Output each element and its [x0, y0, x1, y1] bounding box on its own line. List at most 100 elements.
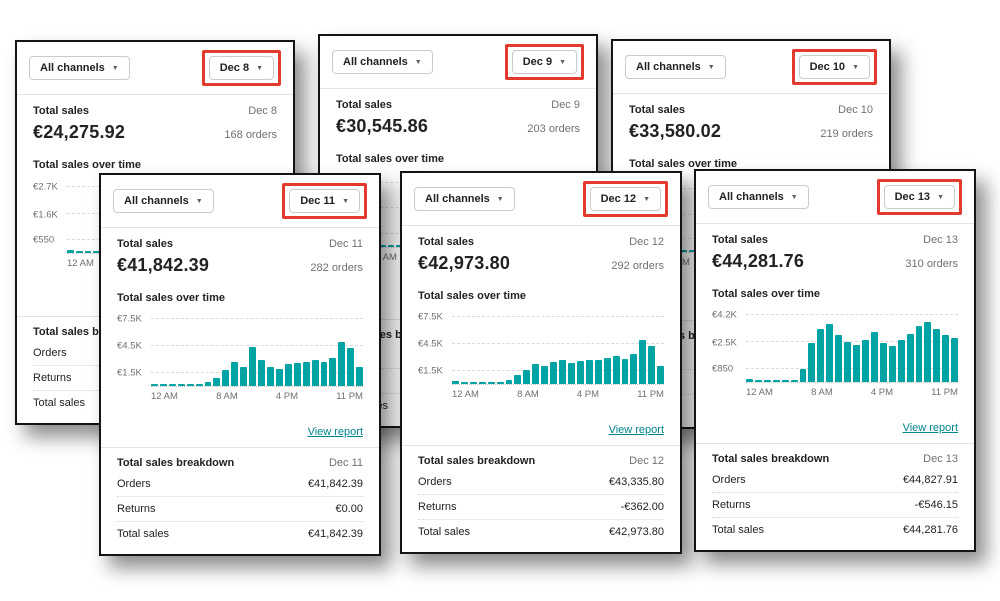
bar-series — [452, 311, 665, 384]
date-filter-button[interactable]: Dec 10 ▼ — [798, 55, 870, 79]
channel-filter-button[interactable]: All channels ▼ — [113, 189, 214, 213]
channel-filter-label: All channels — [124, 195, 189, 207]
chart-bar — [378, 244, 386, 247]
date-filter-label: Dec 11 — [300, 195, 336, 207]
orders-count: 203 orders — [527, 123, 580, 135]
chart-bar — [275, 368, 283, 386]
date-filter-button[interactable]: Dec 8 ▼ — [208, 56, 274, 80]
chart-bar — [817, 328, 825, 382]
chevron-down-icon: ▼ — [414, 58, 422, 66]
channel-filter-button[interactable]: All channels ▼ — [29, 56, 130, 80]
y-axis-tick-label: €4.2K — [712, 309, 737, 321]
chevron-down-icon: ▼ — [342, 197, 349, 205]
y-axis-tick-label: €1.5K — [117, 367, 142, 379]
bar-series — [151, 313, 364, 386]
chart-bar — [639, 339, 647, 384]
card-header: All channels ▼ Dec 11 ▼ — [101, 175, 379, 228]
date-label: Dec 9 — [551, 99, 580, 111]
chart-bar — [204, 382, 212, 386]
view-report-link[interactable]: View report — [902, 422, 958, 434]
y-axis-tick-label: €550 — [33, 234, 55, 246]
breakdown-section: Total sales breakdown Dec 12 Orders €43,3… — [402, 445, 680, 552]
chart-bar — [67, 249, 74, 253]
date-filter-button[interactable]: Dec 11 ▼ — [289, 189, 360, 213]
annotation-highlight-box: Dec 8 ▼ — [201, 50, 281, 86]
view-report-link[interactable]: View report — [608, 424, 664, 436]
total-sales-label: Total sales — [336, 99, 393, 111]
chart-bar — [924, 321, 932, 382]
chart-bar — [231, 361, 239, 386]
x-axis-tick-label: 12 AM — [746, 387, 773, 398]
sales-over-time-label: Total sales over time — [418, 290, 527, 302]
bar-series — [746, 309, 959, 382]
chart-bar — [763, 380, 771, 382]
chart-bar — [933, 328, 941, 382]
breakdown-row-label: Total sales — [712, 524, 764, 536]
chart-bar — [213, 377, 221, 386]
card-header: All channels ▼ Dec 9 ▼ — [320, 36, 596, 89]
date-filter-button[interactable]: Dec 12 ▼ — [589, 187, 661, 211]
chart-bar — [532, 363, 540, 384]
date-filter-button[interactable]: Dec 13 ▼ — [883, 185, 955, 209]
chart-bar — [550, 361, 558, 384]
chart-bar — [870, 332, 878, 382]
channel-filter-button[interactable]: All channels ▼ — [332, 50, 433, 74]
chart-bar — [576, 361, 584, 384]
y-axis: €7.5K €4.5K €1.5K — [117, 313, 151, 387]
breakdown-rows: Orders €41,842.39 Returns €0.00 Total sales €… — [117, 472, 363, 546]
breakdown-row-value: €41,842.39 — [307, 478, 363, 490]
chart-bar — [311, 359, 319, 386]
y-axis-tick-label: €4.5K — [117, 340, 142, 352]
breakdown-row-value: €43,335.80 — [608, 476, 664, 488]
chart-bar — [356, 367, 364, 386]
date-filter-label: Dec 9 — [522, 56, 553, 68]
view-report-link[interactable]: View report — [307, 426, 363, 438]
date-label: Dec 12 — [629, 236, 664, 248]
chart-bar — [559, 359, 566, 384]
sales-card-dec-11: All channels ▼ Dec 11 ▼ Total sales Dec … — [99, 173, 381, 556]
card-body: Total sales Dec 13 €44,281.76 310 orders… — [696, 224, 974, 443]
chart-bar — [195, 384, 203, 386]
date-label: Dec 13 — [923, 234, 958, 246]
date-filter-label: Dec 8 — [219, 62, 250, 74]
chart-bar — [861, 339, 869, 382]
chart-bar — [612, 355, 620, 384]
x-axis-tick-label: 4 PM — [275, 391, 299, 402]
total-sales-amount: €33,580.02 — [629, 121, 722, 141]
chart-bar — [266, 366, 274, 386]
chart-bar — [594, 360, 602, 384]
chart-bar — [567, 363, 575, 384]
breakdown-row: Returns -€362.00 — [418, 495, 664, 520]
breakdown-row-label: Returns — [33, 372, 72, 384]
date-label: Dec 8 — [248, 105, 277, 117]
x-axis-tick-label: 12 AM — [452, 389, 479, 400]
chart-bar — [159, 384, 167, 386]
chart-bar — [293, 363, 301, 386]
channel-filter-button[interactable]: All channels ▼ — [708, 185, 809, 209]
sales-card-dec-13: All channels ▼ Dec 13 ▼ Total sales Dec … — [694, 169, 976, 552]
chevron-down-icon: ▼ — [707, 63, 715, 71]
chevron-down-icon: ▼ — [111, 64, 119, 72]
plot-area — [746, 309, 959, 383]
chart-bar — [168, 384, 176, 386]
breakdown-row-value: -€362.00 — [620, 501, 664, 513]
channel-filter-button[interactable]: All channels ▼ — [625, 55, 726, 79]
chart-bar — [240, 367, 248, 386]
chart-bar — [906, 333, 914, 382]
y-axis: €2.7K €1.6K €550 — [33, 180, 67, 254]
sales-over-time-label: Total sales over time — [117, 292, 226, 304]
y-axis-tick-label: €7.5K — [117, 313, 142, 325]
breakdown-row: Total sales €44,281.76 — [712, 518, 958, 542]
gridline — [746, 341, 958, 343]
orders-count: 292 orders — [611, 260, 664, 272]
total-sales-label: Total sales — [712, 234, 769, 246]
date-filter-button[interactable]: Dec 9 ▼ — [511, 50, 577, 74]
breakdown-row-label: Returns — [712, 499, 751, 511]
channel-filter-button[interactable]: All channels ▼ — [414, 187, 515, 211]
chart-bar — [888, 346, 896, 382]
annotation-highlight-box: Dec 12 ▼ — [582, 181, 668, 217]
date-filter-label: Dec 13 — [894, 191, 931, 203]
breakdown-date: Dec 12 — [629, 455, 664, 467]
breakdown-row-value: €44,281.76 — [902, 524, 958, 536]
breakdown-rows: Orders €43,335.80 Returns -€362.00 Total sal… — [418, 470, 664, 544]
